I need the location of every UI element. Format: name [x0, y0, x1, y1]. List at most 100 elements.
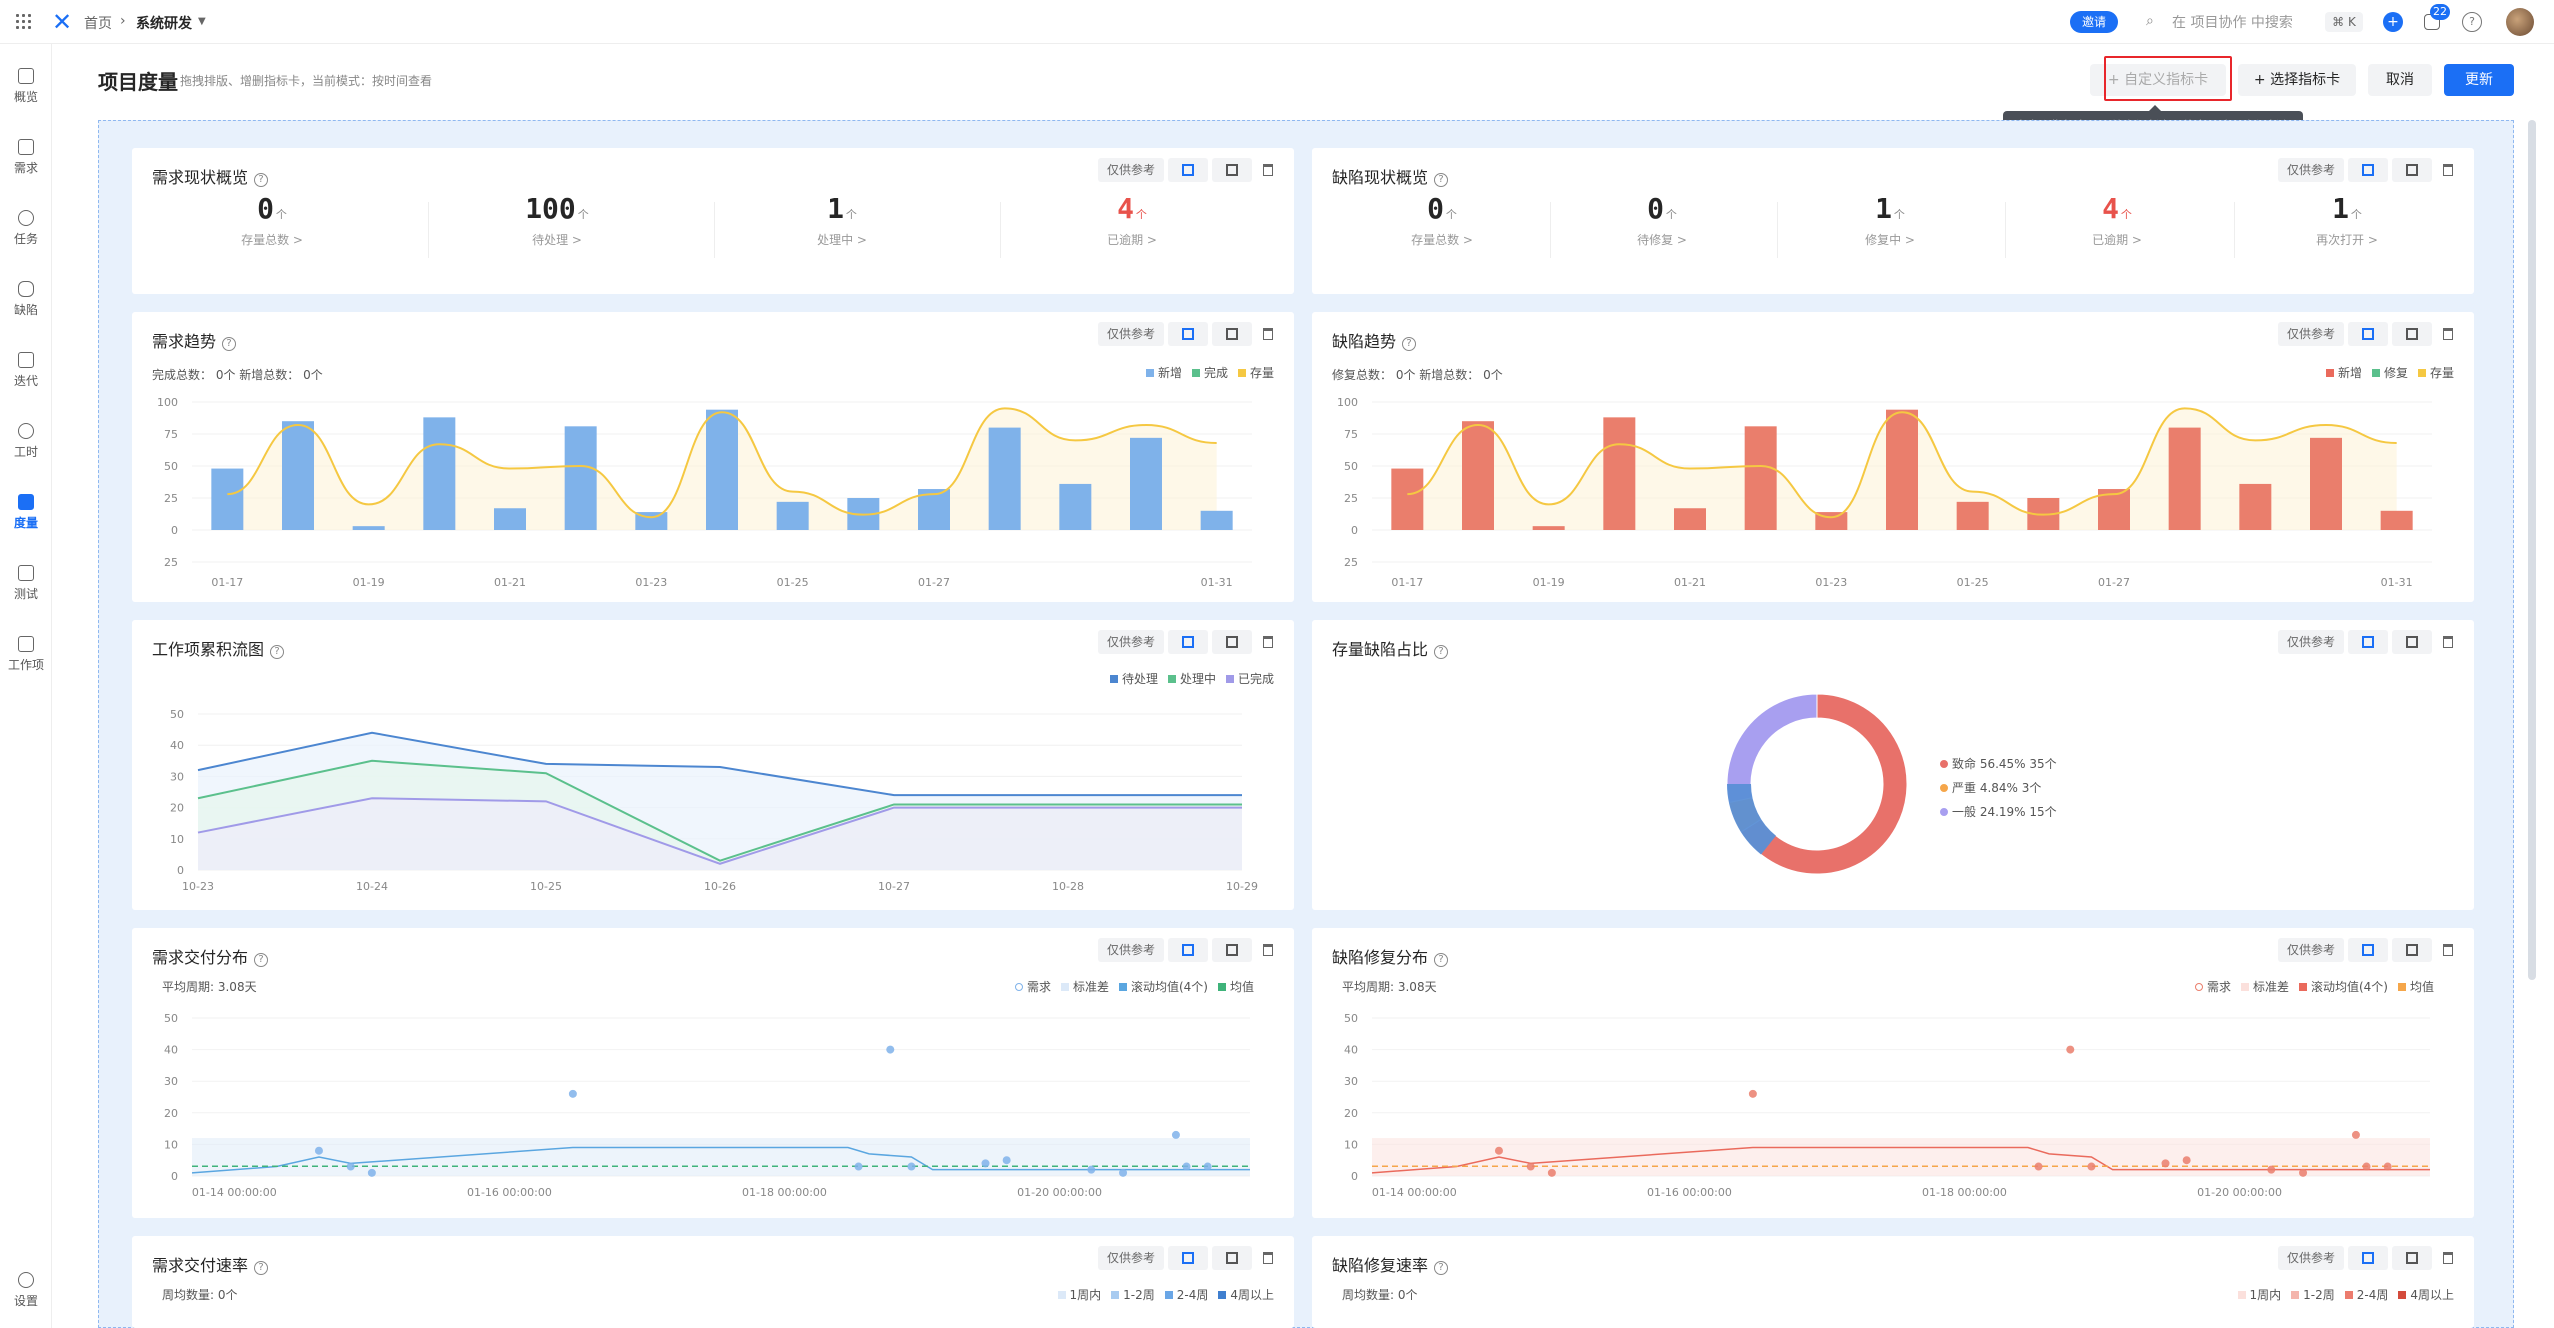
grid-view-icon[interactable] [2348, 1246, 2388, 1270]
scrollbar[interactable] [2528, 120, 2536, 980]
list-view-icon[interactable] [2392, 158, 2432, 182]
metric-overdue[interactable]: 4 个已逾期 > [1107, 192, 1157, 247]
list-view-icon[interactable] [1212, 630, 1252, 654]
trash-icon[interactable] [1256, 1246, 1280, 1270]
metric-fixing[interactable]: 1 个修复中 > [1865, 192, 1915, 247]
cancel-button[interactable]: 取消 [2368, 64, 2432, 96]
metric-reopened[interactable]: 1 个再次打开 > [2316, 192, 2378, 247]
list-view-icon[interactable] [1212, 158, 1252, 182]
legend-todo[interactable]: 待处理 [1109, 672, 1158, 686]
legend-rolling[interactable]: 滚动均值(4个) [1118, 980, 1208, 994]
legend-1w[interactable]: 1周内 [1057, 1288, 1101, 1302]
trash-icon[interactable] [2436, 322, 2460, 346]
select-card-button[interactable]: + 选择指标卡 [2238, 64, 2356, 96]
trash-icon[interactable] [1256, 158, 1280, 182]
grid-view-icon[interactable] [1168, 630, 1208, 654]
custom-card-button[interactable]: + 自定义指标卡 [2090, 64, 2226, 96]
apps-grid-icon[interactable] [16, 14, 32, 30]
legend-done[interactable]: 完成 [1191, 366, 1228, 380]
avatar[interactable] [2506, 8, 2534, 36]
legend-4w-plus[interactable]: 4周以上 [2398, 1288, 2454, 1302]
grid-view-icon[interactable] [2348, 630, 2388, 654]
grid-view-icon[interactable] [1168, 322, 1208, 346]
list-view-icon[interactable] [2392, 1246, 2432, 1270]
legend-new[interactable]: 新增 [1145, 366, 1182, 380]
list-view-icon[interactable] [1212, 1246, 1252, 1270]
sidebar-item-worktime[interactable]: 工时 [0, 423, 52, 460]
chevron-down-icon[interactable]: ▼ [198, 16, 206, 27]
help-icon[interactable]: ? [222, 337, 237, 351]
list-view-icon[interactable] [1212, 938, 1252, 962]
metric-to-fix[interactable]: 0 个待修复 > [1637, 192, 1687, 247]
help-icon[interactable]: ? [1402, 337, 1417, 351]
legend-new[interactable]: 新增 [2325, 366, 2362, 380]
help-icon[interactable]: ? [254, 173, 269, 187]
sidebar-item-requirements[interactable]: 需求 [0, 139, 52, 176]
sidebar-item-tasks[interactable]: 任务 [0, 210, 52, 247]
legend-fixed[interactable]: 修复 [2371, 366, 2408, 380]
breadcrumb-project[interactable]: 系统研发 [136, 16, 192, 32]
legend-std[interactable]: 标准差 [2240, 980, 2289, 994]
legend-item[interactable]: 需求 [2194, 980, 2231, 994]
sidebar-item-metrics[interactable]: 度量 [0, 494, 52, 531]
trash-icon[interactable] [1256, 630, 1280, 654]
help-icon[interactable]: ? [2462, 12, 2482, 32]
legend-rolling[interactable]: 滚动均值(4个) [2298, 980, 2388, 994]
sidebar-item-testing[interactable]: 测试 [0, 565, 52, 602]
grid-view-icon[interactable] [1168, 938, 1208, 962]
legend-fatal[interactable]: 致命 56.45% 35个 [1940, 752, 2057, 776]
trash-icon[interactable] [2436, 630, 2460, 654]
trash-icon[interactable] [1256, 322, 1280, 346]
legend-1-2w[interactable]: 1-2周 [1111, 1288, 1155, 1302]
trash-icon[interactable] [2436, 158, 2460, 182]
legend-1-2w[interactable]: 1-2周 [2291, 1288, 2335, 1302]
grid-view-icon[interactable] [1168, 1246, 1208, 1270]
grid-view-icon[interactable] [2348, 158, 2388, 182]
grid-view-icon[interactable] [1168, 158, 1208, 182]
help-icon[interactable]: ? [270, 645, 285, 659]
sidebar-item-settings[interactable]: 设置 [0, 1272, 52, 1309]
logo-icon[interactable]: ✕ [52, 8, 73, 36]
trash-icon[interactable] [1256, 938, 1280, 962]
metric-pending[interactable]: 100 个待处理 > [525, 192, 589, 247]
help-icon[interactable]: ? [1434, 173, 1449, 187]
legend-done[interactable]: 已完成 [1225, 672, 1274, 686]
trash-icon[interactable] [2436, 938, 2460, 962]
grid-view-icon[interactable] [2348, 938, 2388, 962]
help-icon[interactable]: ? [254, 1261, 269, 1275]
grid-view-icon[interactable] [2348, 322, 2388, 346]
legend-doing[interactable]: 处理中 [1167, 672, 1216, 686]
legend-stock[interactable]: 存量 [1237, 366, 1274, 380]
help-icon[interactable]: ? [1434, 645, 1449, 659]
legend-1w[interactable]: 1周内 [2237, 1288, 2281, 1302]
sidebar-item-overview[interactable]: 概览 [0, 68, 52, 105]
legend-normal[interactable]: 一般 24.19% 15个 [1940, 800, 2057, 824]
legend-item[interactable]: 需求 [1014, 980, 1051, 994]
metric-overdue[interactable]: 4 个已逾期 > [2092, 192, 2142, 247]
list-view-icon[interactable] [2392, 322, 2432, 346]
legend-2-4w[interactable]: 2-4周 [2344, 1288, 2388, 1302]
metric-total[interactable]: 0 个存量总数 > [1411, 192, 1473, 247]
metric-in-progress[interactable]: 1 个处理中 > [817, 192, 867, 247]
sidebar-item-workitems[interactable]: 工作项 [0, 636, 52, 673]
legend-severe[interactable]: 严重 4.84% 3个 [1940, 776, 2057, 800]
legend-std[interactable]: 标准差 [1060, 980, 1109, 994]
legend-stock[interactable]: 存量 [2417, 366, 2454, 380]
invite-button[interactable]: 邀请 [2070, 11, 2118, 33]
legend-2-4w[interactable]: 2-4周 [1164, 1288, 1208, 1302]
trash-icon[interactable] [2436, 1246, 2460, 1270]
sidebar-item-iterations[interactable]: 迭代 [0, 352, 52, 389]
legend-mean[interactable]: 均值 [1217, 980, 1254, 994]
help-icon[interactable]: ? [254, 953, 269, 967]
update-button[interactable]: 更新 [2444, 64, 2514, 96]
help-icon[interactable]: ? [1434, 1261, 1449, 1275]
list-view-icon[interactable] [2392, 938, 2432, 962]
help-icon[interactable]: ? [1434, 953, 1449, 967]
search-input[interactable]: 在 项目协作 中搜索 [2172, 15, 2293, 31]
sidebar-item-bugs[interactable]: 缺陷 [0, 281, 52, 318]
legend-mean[interactable]: 均值 [2397, 980, 2434, 994]
legend-4w-plus[interactable]: 4周以上 [1218, 1288, 1274, 1302]
list-view-icon[interactable] [2392, 630, 2432, 654]
metric-total[interactable]: 0 个存量总数 > [241, 192, 303, 247]
add-icon[interactable]: + [2383, 12, 2403, 32]
